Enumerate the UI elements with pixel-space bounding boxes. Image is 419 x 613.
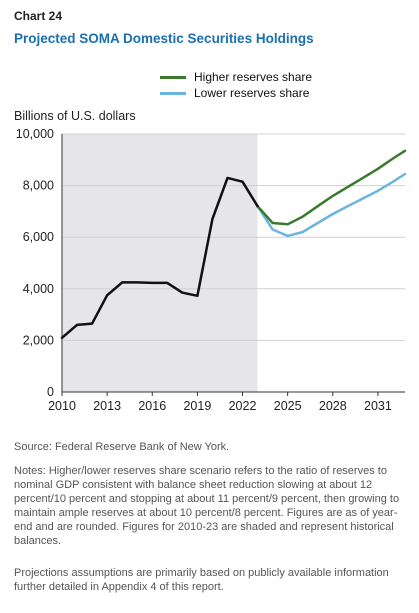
y-tick-label: 6,000 bbox=[23, 230, 54, 244]
legend-item-higher: Higher reserves share bbox=[160, 69, 312, 85]
x-tick-label: 2028 bbox=[319, 399, 347, 413]
legend-label-lower: Lower reserves share bbox=[194, 86, 310, 100]
y-tick-label: 4,000 bbox=[23, 282, 54, 296]
chart-title: Projected SOMA Domestic Securities Holdi… bbox=[14, 31, 314, 46]
chart-number: Chart 24 bbox=[14, 9, 63, 23]
series-line-historical bbox=[60, 176, 259, 340]
historical-shade bbox=[62, 134, 258, 392]
x-tick-label: 2013 bbox=[93, 399, 121, 413]
legend-label-higher: Higher reserves share bbox=[194, 70, 313, 84]
legend-swatch-higher bbox=[160, 75, 186, 79]
x-tick-label: 2016 bbox=[138, 399, 166, 413]
y-tick-label: 2,000 bbox=[23, 333, 54, 347]
x-tick-label: 2022 bbox=[229, 399, 257, 413]
legend-swatch-lower bbox=[160, 91, 186, 95]
notes-text: Notes: Higher/lower reserves share scena… bbox=[14, 465, 400, 547]
series-line-higher bbox=[256, 149, 407, 226]
x-tick-label: 2031 bbox=[364, 399, 392, 413]
y-tick-label: 0 bbox=[47, 385, 54, 399]
x-tick-label: 2025 bbox=[274, 399, 302, 413]
y-tick-label: 10,000 bbox=[16, 127, 54, 141]
source-note: Source: Federal Reserve Bank of New York… bbox=[14, 441, 230, 453]
legend-item-lower: Lower reserves share bbox=[160, 85, 312, 101]
x-tick-label: 2019 bbox=[183, 399, 211, 413]
legend: Higher reserves share Lower reserves sha… bbox=[160, 69, 312, 101]
y-tick-label: 8,000 bbox=[23, 179, 54, 193]
series-line-lower bbox=[256, 172, 407, 238]
x-tick-label: 2010 bbox=[48, 399, 76, 413]
y-axis-label: Billions of U.S. dollars bbox=[14, 109, 136, 123]
projections-note: Projections assumptions are primarily ba… bbox=[14, 567, 389, 593]
